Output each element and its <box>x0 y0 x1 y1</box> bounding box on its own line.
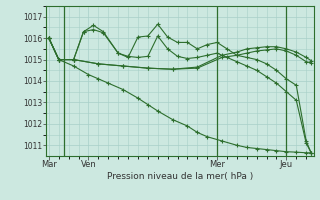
X-axis label: Pression niveau de la mer( hPa ): Pression niveau de la mer( hPa ) <box>107 172 253 181</box>
